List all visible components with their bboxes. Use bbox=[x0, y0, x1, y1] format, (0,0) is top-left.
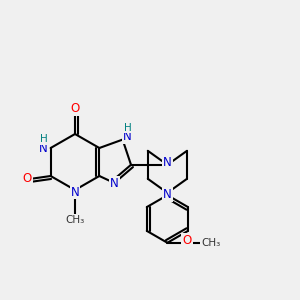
Text: O: O bbox=[182, 234, 192, 247]
Text: CH₃: CH₃ bbox=[65, 215, 85, 225]
Text: CH₃: CH₃ bbox=[201, 238, 220, 248]
Text: H: H bbox=[40, 134, 47, 144]
Text: N: N bbox=[39, 142, 48, 154]
Text: N: N bbox=[163, 156, 172, 169]
Text: N: N bbox=[70, 185, 80, 199]
Text: N: N bbox=[163, 188, 172, 201]
Text: O: O bbox=[22, 172, 32, 185]
Text: H: H bbox=[124, 123, 131, 133]
Text: N: N bbox=[110, 177, 119, 190]
Text: O: O bbox=[70, 102, 80, 115]
Text: N: N bbox=[123, 130, 132, 143]
